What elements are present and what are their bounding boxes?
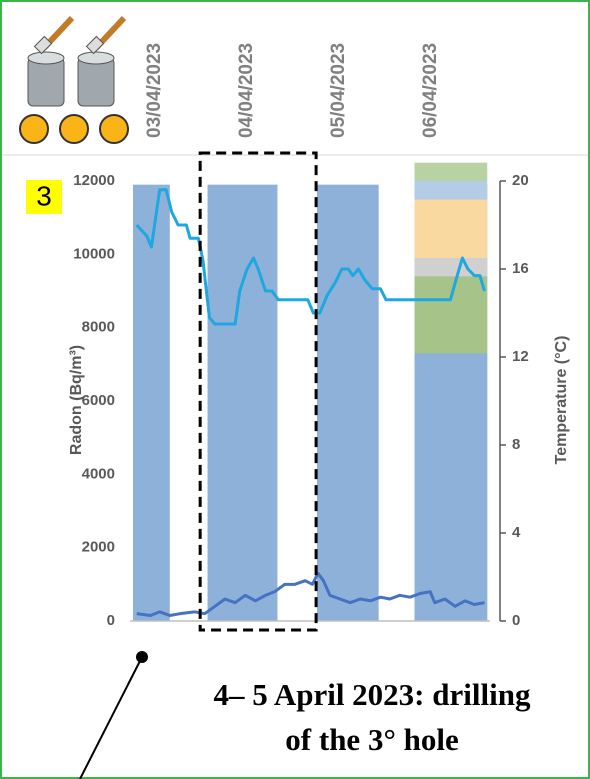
y-tick-label: 6000: [82, 392, 115, 409]
x-tick-label: 03/04/2023: [144, 43, 165, 138]
y-tick-label: 4000: [82, 465, 115, 482]
band-segment: [415, 353, 488, 621]
x-tick-label: 05/04/2023: [328, 43, 349, 138]
annotation: 4– 5 April 2023: drilling: [214, 677, 531, 712]
x-tick-label: 04/04/2023: [236, 43, 257, 138]
y-tick-label: 12000: [73, 172, 115, 189]
y-tick-label: 10000: [73, 245, 115, 262]
band-segment: [415, 181, 488, 199]
y-tick-label: 0: [107, 612, 115, 629]
panel-label: 3: [36, 180, 52, 211]
y2-tick-label: 20: [512, 172, 529, 189]
annotation: of the 3° hole: [285, 722, 458, 757]
y2-tick-label: 0: [512, 612, 520, 629]
band: [317, 185, 379, 621]
y2-axis-title: Temperature (°C): [553, 336, 570, 465]
y2-tick-label: 16: [512, 260, 529, 277]
band: [208, 185, 278, 621]
pointer-line: [80, 657, 142, 779]
y2-tick-label: 12: [512, 348, 529, 365]
y2-tick-label: 8: [512, 436, 520, 453]
frame: [1, 1, 589, 778]
paint-icons: [20, 18, 128, 143]
band-segment: [415, 163, 488, 181]
chart: 3 Radon (Bq/m³) Temperature (°C) 4– 5 Ap…: [0, 0, 590, 779]
y-tick-label: 2000: [82, 539, 115, 556]
y2-tick-label: 4: [512, 524, 521, 541]
band-segment: [415, 199, 488, 258]
y-tick-label: 8000: [82, 319, 115, 336]
band-segment: [415, 258, 488, 276]
band-segment: [415, 276, 488, 353]
pointer-dot: [136, 651, 148, 663]
x-tick-label: 06/04/2023: [420, 43, 441, 138]
band: [133, 185, 170, 621]
